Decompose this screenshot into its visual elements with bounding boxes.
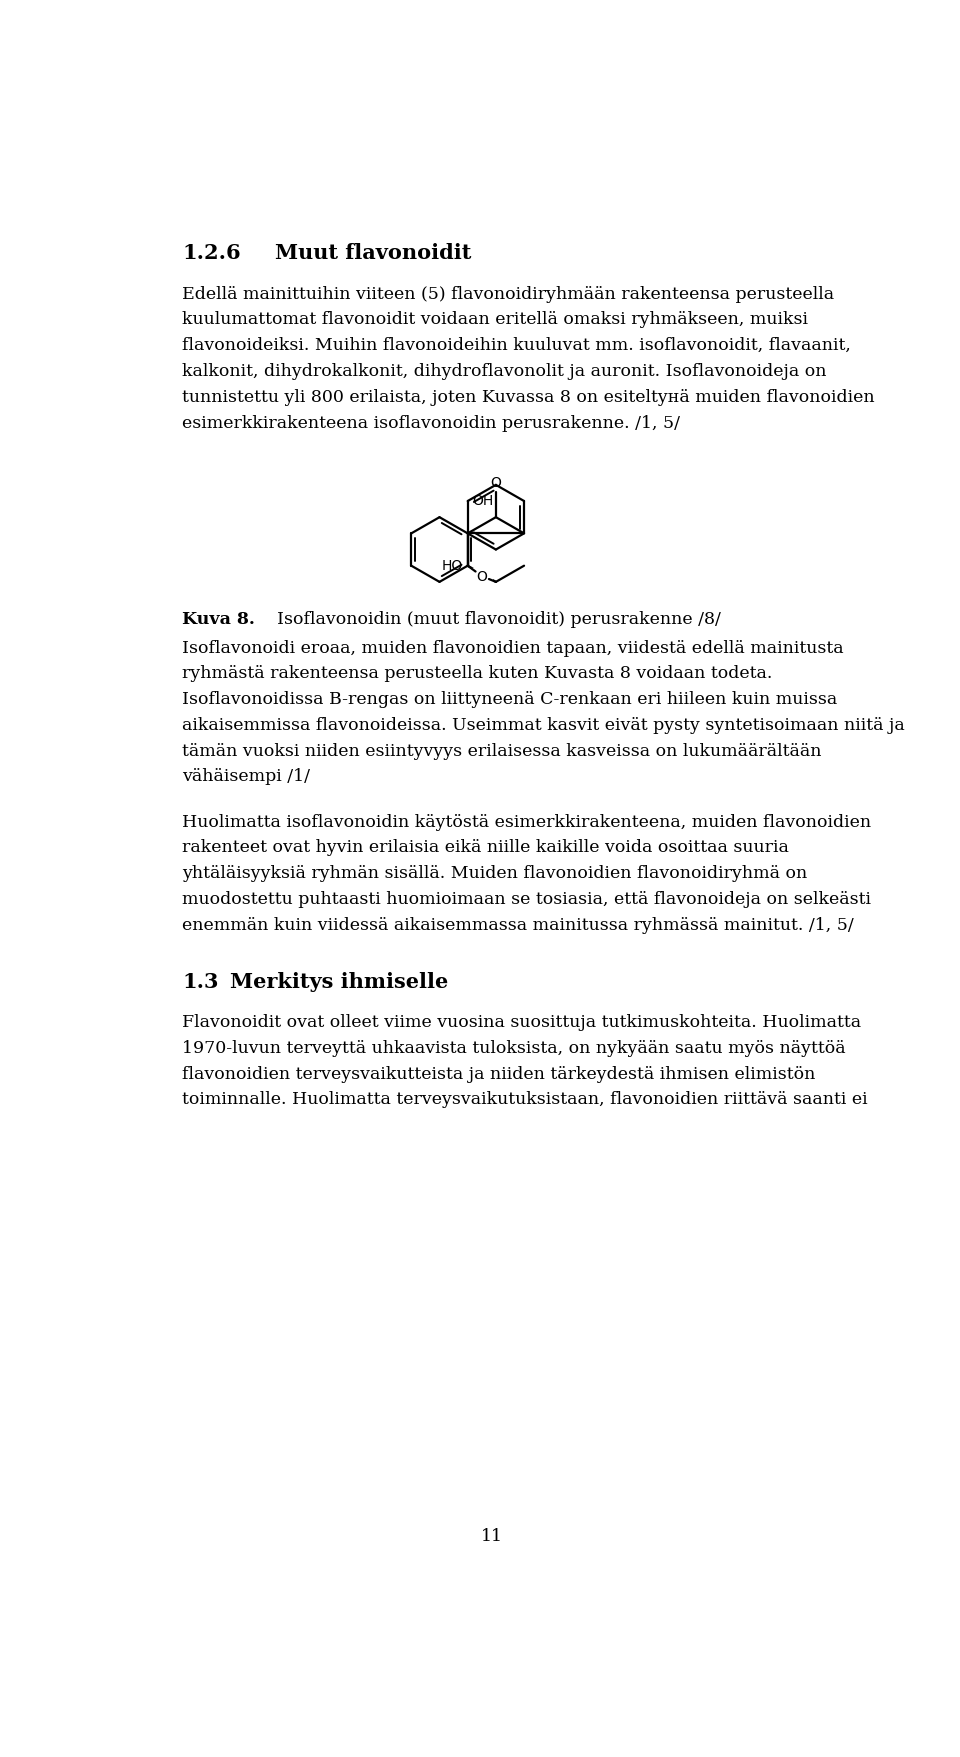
Text: toiminnalle. Huolimatta terveysvaikutuksistaan, flavonoidien riittävä saanti ei: toiminnalle. Huolimatta terveysvaikutuks…: [182, 1091, 868, 1109]
Text: ryhmästä rakenteensa perusteella kuten Kuvasta 8 voidaan todeta.: ryhmästä rakenteensa perusteella kuten K…: [182, 664, 773, 682]
Text: yhtäläisyyksiä ryhmän sisällä. Muiden flavonoidien flavonoidiryhmä on: yhtäläisyyksiä ryhmän sisällä. Muiden fl…: [182, 864, 807, 882]
Bar: [471, 569, 492, 585]
Text: kalkonit, dihydrokalkonit, dihydroflavonolit ja auronit. Isoflavonoideja on: kalkonit, dihydrokalkonit, dihydroflavon…: [182, 364, 827, 380]
Text: 11: 11: [481, 1527, 503, 1544]
Text: Isoflavonoidin (muut flavonoidit) perusrakenne /8/: Isoflavonoidin (muut flavonoidit) perusr…: [244, 611, 721, 627]
Text: 1.3: 1.3: [182, 972, 219, 991]
Text: Huolimatta isoflavonoidin käytöstä esimerkkirakenteena, muiden flavonoidien: Huolimatta isoflavonoidin käytöstä esime…: [182, 813, 871, 829]
Text: Kuva 8.: Kuva 8.: [182, 611, 254, 627]
Text: flavonoideiksi. Muihin flavonoideihin kuuluvat mm. isoflavonoidit, flavaanit,: flavonoideiksi. Muihin flavonoideihin ku…: [182, 337, 851, 355]
Text: tunnistettu yli 800 erilaista, joten Kuvassa 8 on esiteltyнä muiden flavonoidien: tunnistettu yli 800 erilaista, joten Kuv…: [182, 388, 875, 406]
Text: esimerkkirakenteena isoflavonoidin perusrakenne. /1, 5/: esimerkkirakenteena isoflavonoidin perus…: [182, 415, 680, 432]
Text: Merkitys ihmiselle: Merkitys ihmiselle: [230, 972, 448, 991]
Text: OH: OH: [472, 494, 493, 508]
Text: Flavonoidit ovat olleet viime vuosina suosittuja tutkimuskohteita. Huolimatta: Flavonoidit ovat olleet viime vuosina su…: [182, 1014, 861, 1031]
Text: Isoflavonoidi eroaa, muiden flavonoidien tapaan, viidestä edellä mainitusta: Isoflavonoidi eroaa, muiden flavonoidien…: [182, 640, 844, 655]
Text: O: O: [476, 569, 488, 583]
Text: kuulumattomat flavonoidit voidaan eritellä omaksi ryhmäkseen, muiksi: kuulumattomat flavonoidit voidaan eritel…: [182, 311, 808, 329]
Text: Muut flavonoidit: Muut flavonoidit: [275, 242, 471, 264]
Text: enemmän kuin viidessä aikaisemmassa mainitussa ryhmässä mainitut. /1, 5/: enemmän kuin viidessä aikaisemmassa main…: [182, 915, 853, 933]
Text: tämän vuoksi niiden esiintyvyys erilaisessa kasveissa on lukumäärältään: tämän vuoksi niiden esiintyvyys erilaise…: [182, 741, 822, 759]
Text: muodostettu puhtaasti huomioimaan se tosiasia, että flavonoideja on selkeästi: muodostettu puhtaasti huomioimaan se tos…: [182, 891, 871, 907]
Text: 1970-luvun terveyttä uhkaavista tuloksista, on nykyään saatu myös näyttöä: 1970-luvun terveyttä uhkaavista tuloksis…: [182, 1040, 846, 1056]
Text: rakenteet ovat hyvin erilaisia eikä niille kaikille voida osoittaa suuria: rakenteet ovat hyvin erilaisia eikä niil…: [182, 838, 789, 856]
Text: 1.2.6: 1.2.6: [182, 242, 241, 264]
Text: vähäisempi /1/: vähäisempi /1/: [182, 768, 310, 785]
Text: Isoflavonoidissa B-rengas on liittyneenä C-renkaan eri hiileen kuin muissa: Isoflavonoidissa B-rengas on liittyneenä…: [182, 691, 837, 708]
Text: O: O: [491, 476, 501, 490]
Text: aikaisemmissa flavonoideissa. Useimmat kasvit eivät pysty syntetisoimaan niitä j: aikaisemmissa flavonoideissa. Useimmat k…: [182, 717, 904, 733]
Text: HO: HO: [442, 559, 463, 573]
Text: Edellä mainittuihin viiteen (5) flavonoidiryhmään rakenteensa perusteella: Edellä mainittuihin viiteen (5) flavonoi…: [182, 285, 834, 302]
Text: flavonoidien terveysvaikutteista ja niiden tärkeydestä ihmisen elimistön: flavonoidien terveysvaikutteista ja niid…: [182, 1065, 815, 1082]
